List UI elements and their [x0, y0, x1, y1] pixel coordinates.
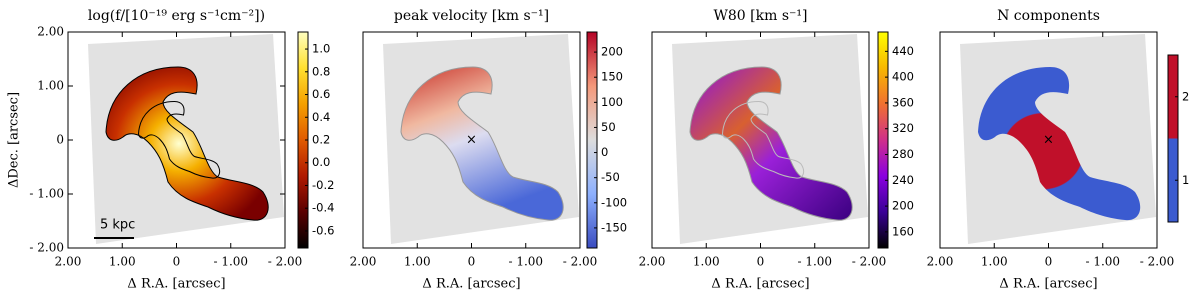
colorbar-tick-label: -150: [601, 220, 627, 234]
x-axis-label: Δ R.A. [arcsec]: [422, 277, 520, 292]
colorbar: [1167, 54, 1179, 223]
x-tick-label: 1.00: [981, 255, 1008, 269]
colorbar-tick-label: 360: [892, 95, 914, 109]
colorbar-tick-label: 50: [601, 120, 616, 134]
x-tick-label: 1.00: [693, 255, 720, 269]
panel-title: peak velocity [km s⁻¹]: [394, 8, 549, 24]
panel: W80 [km s⁻¹] Δ R.A. [arcsec] 2.00 1.00 0 - 1.…: [639, 8, 914, 292]
colorbar-tick-label: -100: [601, 195, 627, 209]
x-tick-label: 0: [757, 255, 765, 269]
colorbar-tick-label: 1.0: [312, 42, 330, 56]
colorbar-tick-label: -0.2: [312, 178, 334, 192]
colorbar-tick-label: 100: [601, 95, 623, 109]
colorbar-tick-label: 200: [892, 199, 914, 213]
y-tick-label: - 2.00: [29, 241, 64, 255]
panel: × N components Δ R.A. [arcsec] 2.00 1.00 0 - 1…: [927, 8, 1190, 292]
center-marker: ×: [1043, 133, 1054, 148]
x-tick-label: - 2.00: [852, 255, 887, 269]
x-axis-label: Δ R.A. [arcsec]: [127, 277, 225, 292]
colorbar-tick-label: 440: [892, 44, 914, 58]
colorbar-tick-label: 1: [1182, 173, 1189, 187]
panel-title: W80 [km s⁻¹]: [714, 8, 808, 24]
colorbar: [586, 31, 598, 249]
colorbar-tick-label: 200: [601, 45, 623, 59]
x-tick-label: - 1.00: [797, 255, 832, 269]
colorbar-tick-label: 0.8: [312, 64, 330, 78]
colorbar-tick-label: -50: [601, 170, 620, 184]
colorbar-tick-label: 0.2: [312, 133, 330, 147]
x-tick-label: - 1.00: [1085, 255, 1120, 269]
x-tick-label: - 1.00: [508, 255, 543, 269]
panel-title: log(f/[10⁻¹⁹ erg s⁻¹cm⁻²]): [88, 8, 265, 24]
x-tick-label: 0: [1045, 255, 1053, 269]
x-tick-label: 1.00: [404, 255, 431, 269]
panel-title: N components: [997, 8, 1100, 24]
panel: log(f/[10⁻¹⁹ erg s⁻¹cm⁻²]) Δ R.A. [arcsec…: [7, 8, 335, 292]
x-tick-label: 2.00: [350, 255, 377, 269]
x-tick-label: 2.00: [55, 255, 82, 269]
y-axis-label: ΔDec. [arcsec]: [7, 92, 22, 188]
x-tick-label: 0: [468, 255, 476, 269]
x-tick-label: - 2.00: [268, 255, 303, 269]
scale-bar-label: 5 kpc: [100, 218, 135, 233]
x-tick-label: - 2.00: [563, 255, 598, 269]
colorbar: [877, 31, 889, 249]
y-tick-label: - 1.00: [29, 187, 64, 201]
colorbar-tick-label: 0.6: [312, 87, 330, 101]
x-tick-label: 2.00: [639, 255, 666, 269]
y-tick-label: 2.00: [37, 25, 64, 39]
panel: × peak velocity [km s⁻¹] Δ R.A. [arcsec] 2.…: [350, 8, 627, 292]
colorbar-tick-label: 0.0: [312, 155, 330, 169]
x-axis-label: Δ R.A. [arcsec]: [711, 277, 809, 292]
x-tick-label: 0: [173, 255, 181, 269]
colorbar-tick-label: 280: [892, 147, 914, 161]
colorbar-tick-label: 0.4: [312, 110, 330, 124]
colorbar-tick-label: 160: [892, 224, 914, 238]
colorbar-tick-label: 150: [601, 70, 623, 84]
colorbar-tick-label: 240: [892, 173, 914, 187]
colorbar-tick-label: 2: [1182, 89, 1189, 103]
colorbar-tick-label: 0: [601, 145, 608, 159]
colorbar-tick-label: 400: [892, 70, 914, 84]
colorbar-tick-label: -0.4: [312, 201, 334, 215]
x-tick-label: - 1.00: [213, 255, 248, 269]
y-tick-label: 0: [56, 133, 64, 147]
center-marker: ×: [466, 133, 477, 148]
y-tick-label: 1.00: [37, 79, 64, 93]
colorbar-tick-label: 320: [892, 121, 914, 135]
colorbar-tick-label: -0.6: [312, 223, 334, 237]
x-axis-label: Δ R.A. [arcsec]: [999, 277, 1097, 292]
x-tick-label: 1.00: [109, 255, 136, 269]
x-tick-label: 2.00: [927, 255, 954, 269]
x-tick-label: - 2.00: [1140, 255, 1175, 269]
